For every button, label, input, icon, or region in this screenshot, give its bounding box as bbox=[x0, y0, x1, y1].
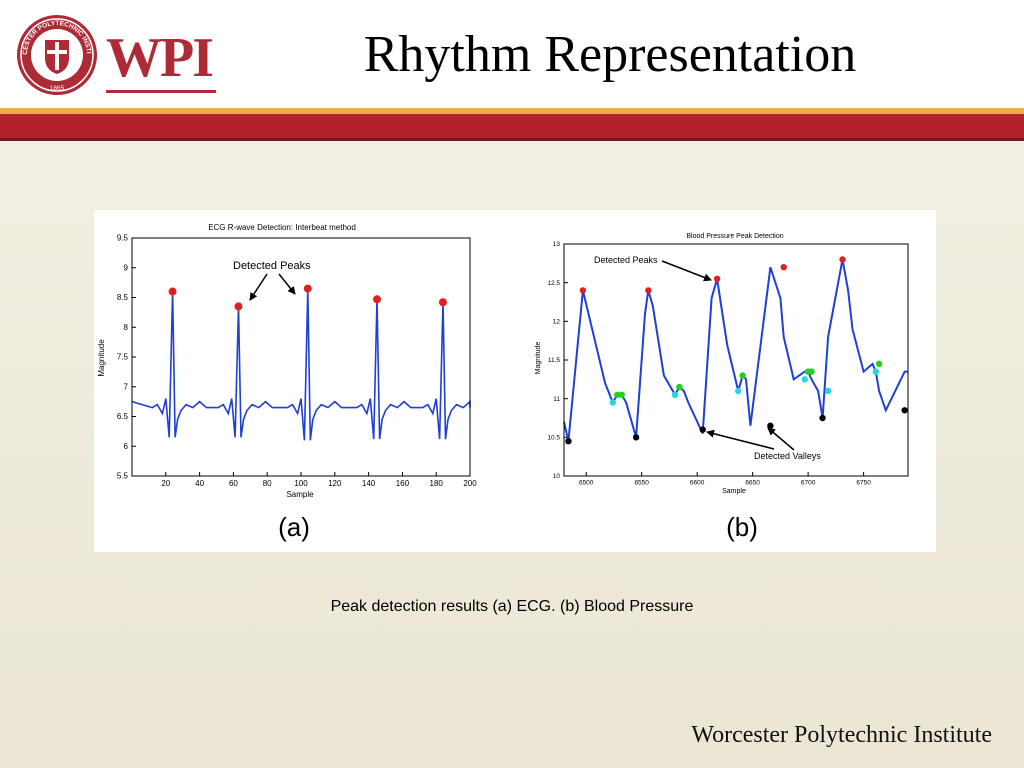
b-y-tick-label: 10.5 bbox=[547, 435, 560, 442]
bp-signal-line bbox=[563, 259, 908, 442]
bp-detected-peaks-annotation: Detected Peaks bbox=[594, 255, 658, 265]
ecg-plot-frame bbox=[131, 237, 471, 477]
header-band-dark bbox=[0, 138, 1024, 141]
ecg-chart: ECG R-wave Detection: Interbeat method S… bbox=[97, 223, 477, 542]
b-marker-series-3 bbox=[614, 391, 621, 398]
bp-peaks-arrow bbox=[661, 260, 712, 282]
b-marker-series-1 bbox=[901, 407, 908, 414]
figure-panel: ECG R-wave Detection: Interbeat method S… bbox=[94, 210, 936, 552]
bp-valleys-arrow-2 bbox=[767, 427, 795, 451]
wpi-seal-icon: WORCESTER POLYTECHNIC INSTITUTE 1865 bbox=[14, 12, 97, 95]
a-marker-series-0 bbox=[438, 298, 447, 307]
b-marker-series-0 bbox=[839, 256, 846, 263]
b-marker-series-0 bbox=[713, 275, 721, 282]
a-y-tick-label: 8.5 bbox=[117, 293, 129, 302]
b-y-tick-label: 11 bbox=[553, 396, 560, 403]
logo-wordmark: WPI bbox=[106, 27, 214, 89]
a-y-tick-label: 9.5 bbox=[117, 234, 129, 243]
b-marker-series-3 bbox=[618, 391, 625, 398]
a-x-tick-label: 60 bbox=[229, 479, 238, 488]
a-y-tick-label: 7.5 bbox=[117, 353, 129, 362]
b-marker-series-2 bbox=[872, 368, 880, 375]
a-x-tick-label: 160 bbox=[396, 479, 410, 488]
ecg-detected-peaks-annotation: Detected Peaks bbox=[233, 260, 311, 272]
b-y-tick-label: 13 bbox=[553, 241, 561, 248]
a-marker-series-0 bbox=[373, 295, 382, 304]
a-marker-series-0 bbox=[168, 287, 177, 296]
b-x-tick-label: 6650 bbox=[745, 480, 760, 487]
bp-x-axis-label: Sample bbox=[722, 488, 746, 495]
b-y-tick-label: 11.5 bbox=[548, 357, 561, 364]
a-x-tick-label: 20 bbox=[161, 479, 170, 488]
b-marker-series-1 bbox=[699, 426, 706, 433]
b-marker-series-2 bbox=[609, 399, 617, 406]
slide-title: Rhythm Representation bbox=[363, 26, 857, 83]
a-x-tick-label: 120 bbox=[328, 479, 342, 488]
bp-detected-valleys-annotation: Detected Valleys bbox=[754, 451, 821, 461]
bp-plot-frame bbox=[563, 243, 909, 477]
b-marker-series-1 bbox=[632, 434, 640, 441]
a-marker-series-0 bbox=[303, 284, 312, 293]
bp-panel-label: (b) bbox=[726, 512, 758, 542]
a-x-tick-label: 100 bbox=[294, 479, 308, 488]
b-y-tick-label: 12 bbox=[553, 319, 561, 326]
bp-chart-title: Blood Pressure Peak Detection bbox=[686, 233, 783, 240]
b-y-tick-label: 12.5 bbox=[547, 280, 560, 287]
b-x-tick-label: 6550 bbox=[634, 480, 649, 487]
ecg-panel-label: (a) bbox=[278, 512, 310, 542]
seal-year: 1865 bbox=[50, 85, 65, 92]
b-marker-series-1 bbox=[819, 414, 826, 422]
figure-canvas: ECG R-wave Detection: Interbeat method S… bbox=[97, 223, 909, 542]
a-x-tick-label: 200 bbox=[463, 479, 477, 488]
ecg-arrow-2 bbox=[278, 273, 296, 295]
b-marker-series-3 bbox=[739, 372, 746, 379]
wpi-logo: WORCESTER POLYTECHNIC INSTITUTE 1865 WPI bbox=[14, 12, 216, 95]
a-y-tick-label: 9 bbox=[124, 263, 129, 272]
b-marker-series-3 bbox=[875, 360, 883, 368]
b-marker-series-0 bbox=[579, 287, 587, 294]
ecg-arrow-1 bbox=[249, 273, 268, 301]
b-marker-series-2 bbox=[801, 376, 808, 383]
b-marker-series-0 bbox=[780, 264, 787, 271]
b-x-tick-label: 6750 bbox=[856, 480, 871, 487]
bp-y-axis-label: Magnitude bbox=[535, 342, 542, 375]
b-y-tick-label: 10 bbox=[553, 473, 561, 480]
a-y-tick-label: 6 bbox=[124, 442, 129, 451]
header-band-red bbox=[0, 114, 1024, 138]
ecg-chart-title: ECG R-wave Detection: Interbeat method bbox=[208, 223, 356, 232]
b-x-tick-label: 6600 bbox=[690, 480, 705, 487]
ecg-signal-line bbox=[131, 288, 471, 441]
b-marker-series-3 bbox=[808, 368, 815, 375]
a-y-tick-label: 7 bbox=[124, 382, 129, 391]
a-y-tick-label: 6.5 bbox=[117, 412, 129, 421]
a-y-tick-label: 8 bbox=[124, 323, 129, 332]
ecg-x-axis-label: Sample bbox=[286, 490, 314, 499]
a-x-tick-label: 80 bbox=[263, 479, 272, 488]
b-marker-series-0 bbox=[645, 287, 652, 294]
blood-pressure-chart: Blood Pressure Peak Detection Sample Mag… bbox=[535, 233, 909, 542]
b-marker-series-2 bbox=[671, 391, 679, 398]
ecg-y-axis-label: Magnitude bbox=[97, 339, 106, 377]
a-x-tick-label: 140 bbox=[362, 479, 376, 488]
b-marker-series-2 bbox=[824, 387, 832, 395]
slide-header: WORCESTER POLYTECHNIC INSTITUTE 1865 WPI… bbox=[0, 0, 1024, 108]
logo-underline bbox=[106, 90, 216, 93]
b-marker-series-2 bbox=[735, 387, 742, 395]
a-marker-series-0 bbox=[234, 302, 243, 311]
figure-caption: Peak detection results (a) ECG. (b) Bloo… bbox=[330, 598, 694, 615]
b-marker-series-1 bbox=[565, 438, 572, 445]
footer-institution: Worcester Polytechnic Institute bbox=[691, 722, 992, 748]
a-x-tick-label: 40 bbox=[195, 479, 204, 488]
b-x-tick-label: 6500 bbox=[579, 480, 594, 487]
a-x-tick-label: 180 bbox=[430, 479, 444, 488]
b-marker-series-3 bbox=[676, 383, 683, 391]
b-marker-series-1 bbox=[767, 422, 774, 429]
bp-valleys-arrow-1 bbox=[706, 429, 775, 450]
a-y-tick-label: 5.5 bbox=[117, 472, 129, 481]
b-x-tick-label: 6700 bbox=[801, 480, 816, 487]
header-band-gold bbox=[0, 108, 1024, 114]
